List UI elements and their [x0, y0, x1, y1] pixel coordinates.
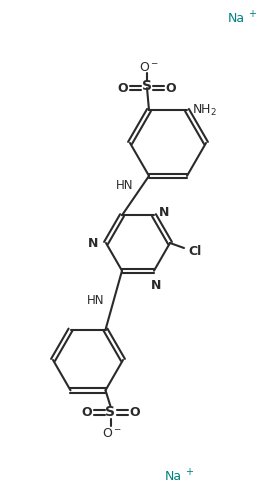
Text: O: O — [81, 406, 92, 419]
Text: Na: Na — [228, 11, 245, 24]
Text: HN: HN — [116, 179, 133, 192]
Text: Cl: Cl — [188, 245, 201, 257]
Text: S: S — [106, 405, 116, 419]
Text: +: + — [185, 467, 193, 477]
Text: O: O — [118, 82, 128, 95]
Text: HN: HN — [87, 294, 105, 307]
Text: NH$_2$: NH$_2$ — [192, 103, 217, 118]
Text: O$^-$: O$^-$ — [139, 61, 159, 74]
Text: +: + — [248, 9, 256, 19]
Text: S: S — [142, 79, 152, 93]
Text: O: O — [129, 406, 140, 419]
Text: N: N — [159, 206, 169, 219]
Text: O$^-$: O$^-$ — [102, 427, 122, 440]
Text: Na: Na — [165, 470, 182, 483]
Text: O: O — [166, 82, 176, 95]
Text: N: N — [151, 279, 161, 292]
Text: N: N — [88, 237, 98, 249]
